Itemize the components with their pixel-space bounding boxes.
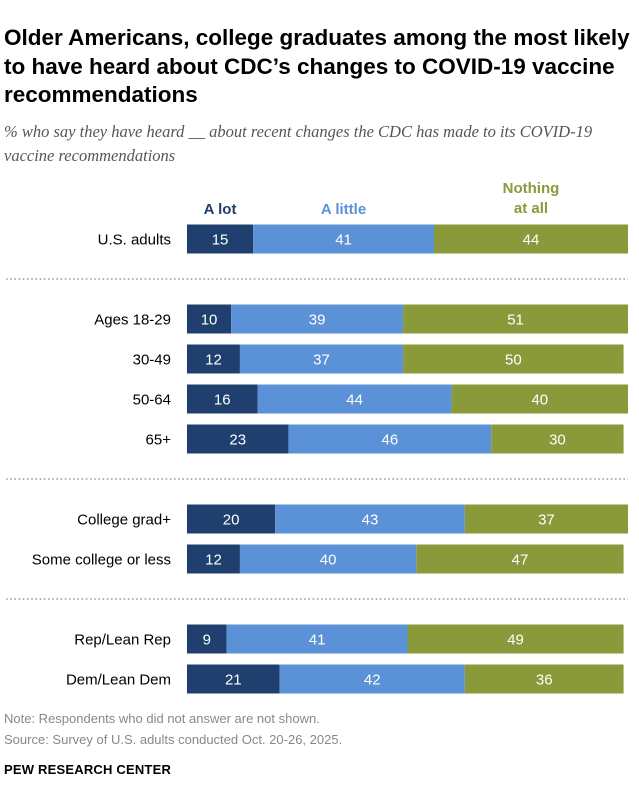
bar-value-label: 12 bbox=[205, 352, 222, 369]
bar-segment-a-lot bbox=[187, 344, 240, 374]
bar-segment-nothing-at-all bbox=[407, 624, 624, 654]
bar-segment-a-little bbox=[279, 664, 465, 694]
bar-value-label: 37 bbox=[313, 352, 330, 369]
bar-value-label: 51 bbox=[507, 312, 524, 329]
chart-source: Source: Survey of U.S. adults conducted … bbox=[4, 732, 343, 747]
bar-segment-nothing-at-all bbox=[403, 344, 624, 374]
bar-value-label: 37 bbox=[538, 512, 555, 529]
brand-logo-text: PEW RESEARCH CENTER bbox=[4, 762, 172, 777]
row-label: Ages 18-29 bbox=[94, 312, 171, 329]
bar-segment-nothing-at-all bbox=[464, 664, 624, 694]
bar-segment-nothing-at-all bbox=[433, 224, 628, 254]
bar-value-label: 16 bbox=[214, 392, 231, 409]
bar-value-label: 41 bbox=[335, 232, 352, 249]
bar-value-label: 36 bbox=[536, 672, 553, 689]
bar-value-label: 9 bbox=[203, 632, 211, 649]
bar-segment-a-little bbox=[239, 344, 404, 374]
bar-value-label: 41 bbox=[309, 632, 326, 649]
legend-nothing-at-all: Nothing at all bbox=[503, 180, 560, 217]
chart-subtitle: % who say they have heard __ about recen… bbox=[4, 122, 593, 165]
bar-segment-a-lot bbox=[187, 384, 258, 414]
bar-segment-a-lot bbox=[187, 544, 240, 574]
bar-segment-a-lot bbox=[187, 624, 227, 654]
bar-segment-a-little bbox=[288, 424, 492, 454]
bar-value-label: 40 bbox=[320, 552, 337, 569]
bar-segment-a-lot bbox=[187, 224, 254, 254]
stacked-bar-chart: A lot A little Nothing at all U.S. adults 15 4… bbox=[6, 180, 628, 694]
bar-segment-a-lot bbox=[187, 424, 289, 454]
row-label: 50-64 bbox=[133, 392, 171, 409]
bar-value-label: 39 bbox=[309, 312, 326, 329]
row-label: 65+ bbox=[146, 432, 172, 449]
bar-value-label: 15 bbox=[212, 232, 229, 249]
row-label: 30-49 bbox=[133, 352, 171, 369]
bar-segment-a-lot bbox=[187, 664, 280, 694]
bar-value-label: 49 bbox=[507, 632, 524, 649]
bar-segment-a-little bbox=[275, 504, 465, 534]
bar-segment-nothing-at-all bbox=[491, 424, 624, 454]
bar-value-label: 43 bbox=[362, 512, 379, 529]
bar-value-label: 40 bbox=[531, 392, 548, 409]
bar-value-label: 47 bbox=[512, 552, 529, 569]
bar-segment-a-little bbox=[226, 624, 408, 654]
bar-segment-a-little bbox=[253, 224, 434, 254]
row-label: Dem/Lean Dem bbox=[66, 672, 171, 689]
legend-a-lot: A lot bbox=[204, 201, 237, 218]
bar-value-label: 10 bbox=[201, 312, 218, 329]
bar-segment-nothing-at-all bbox=[451, 384, 628, 414]
legend-a-little: A little bbox=[321, 201, 366, 218]
bar-segment-a-little bbox=[231, 304, 404, 334]
bar-value-label: 44 bbox=[346, 392, 363, 409]
bar-value-label: 21 bbox=[225, 672, 242, 689]
bar-value-label: 46 bbox=[382, 432, 399, 449]
row-label: Rep/Lean Rep bbox=[74, 632, 171, 649]
bar-value-label: 50 bbox=[505, 352, 522, 369]
bar-segment-a-lot bbox=[187, 504, 276, 534]
chart-title: Older Americans, college graduates among… bbox=[4, 25, 630, 107]
bar-value-label: 20 bbox=[223, 512, 240, 529]
row-label: College grad+ bbox=[77, 512, 171, 529]
bar-value-label: 42 bbox=[364, 672, 381, 689]
row-label: U.S. adults bbox=[98, 232, 171, 249]
bar-segment-nothing-at-all bbox=[403, 304, 628, 334]
chart-note: Note: Respondents who did not answer are… bbox=[4, 711, 320, 726]
bar-value-label: 12 bbox=[205, 552, 222, 569]
bar-segment-a-little bbox=[239, 544, 417, 574]
bar-value-label: 23 bbox=[229, 432, 246, 449]
bar-segment-a-lot bbox=[187, 304, 232, 334]
bar-segment-nothing-at-all bbox=[416, 544, 624, 574]
bar-segment-nothing-at-all bbox=[464, 504, 628, 534]
row-label: Some college or less bbox=[32, 552, 171, 569]
bar-value-label: 30 bbox=[549, 432, 566, 449]
bar-value-label: 44 bbox=[523, 232, 540, 249]
bar-segment-a-little bbox=[257, 384, 452, 414]
